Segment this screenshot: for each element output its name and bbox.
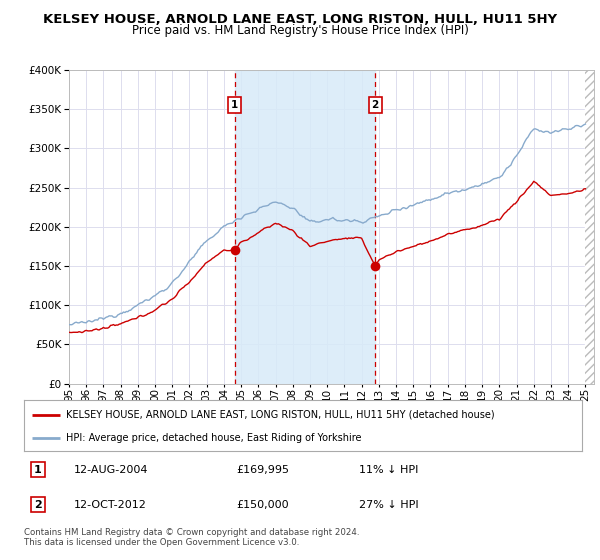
Text: 27% ↓ HPI: 27% ↓ HPI: [359, 500, 418, 510]
Text: HPI: Average price, detached house, East Riding of Yorkshire: HPI: Average price, detached house, East…: [66, 433, 361, 443]
Text: 12-AUG-2004: 12-AUG-2004: [74, 465, 149, 475]
Text: Price paid vs. HM Land Registry's House Price Index (HPI): Price paid vs. HM Land Registry's House …: [131, 24, 469, 37]
Text: 12-OCT-2012: 12-OCT-2012: [74, 500, 147, 510]
Bar: [586, 70, 600, 384]
Text: 1: 1: [231, 100, 238, 110]
Text: Contains HM Land Registry data © Crown copyright and database right 2024.
This d: Contains HM Land Registry data © Crown c…: [24, 528, 359, 547]
Text: 2: 2: [34, 500, 42, 510]
Text: KELSEY HOUSE, ARNOLD LANE EAST, LONG RISTON, HULL, HU11 5HY (detached house): KELSEY HOUSE, ARNOLD LANE EAST, LONG RIS…: [66, 409, 494, 419]
Text: 11% ↓ HPI: 11% ↓ HPI: [359, 465, 418, 475]
Text: KELSEY HOUSE, ARNOLD LANE EAST, LONG RISTON, HULL, HU11 5HY: KELSEY HOUSE, ARNOLD LANE EAST, LONG RIS…: [43, 13, 557, 26]
Bar: [586, 70, 600, 384]
Text: £169,995: £169,995: [236, 465, 289, 475]
Text: £150,000: £150,000: [236, 500, 289, 510]
Text: 1: 1: [34, 465, 42, 475]
Bar: [235, 70, 375, 384]
Text: 2: 2: [371, 100, 379, 110]
